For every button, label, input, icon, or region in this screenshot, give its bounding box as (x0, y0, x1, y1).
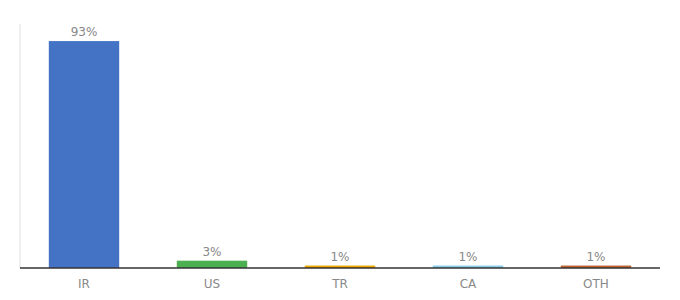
data-label: 1% (330, 250, 349, 264)
data-label: 1% (586, 250, 605, 264)
data-label: 93% (71, 25, 98, 39)
y-axis-line (20, 24, 21, 268)
chart-container: 93% 3% 1% 1% 1% IR US TR CA OTH (0, 0, 680, 300)
bar (49, 41, 119, 268)
data-label: 1% (458, 250, 477, 264)
bars (49, 41, 631, 268)
x-tick-label: CA (460, 277, 477, 291)
x-tick-label: IR (78, 277, 90, 291)
x-axis-line (20, 267, 660, 269)
data-label: 3% (202, 245, 221, 259)
x-tick-label: TR (331, 277, 348, 291)
background (0, 0, 680, 300)
chart-svg: 93% 3% 1% 1% 1% IR US TR CA OTH (0, 0, 680, 300)
x-tick-label: US (204, 277, 220, 291)
bar (177, 261, 247, 268)
x-tick-label: OTH (583, 277, 609, 291)
